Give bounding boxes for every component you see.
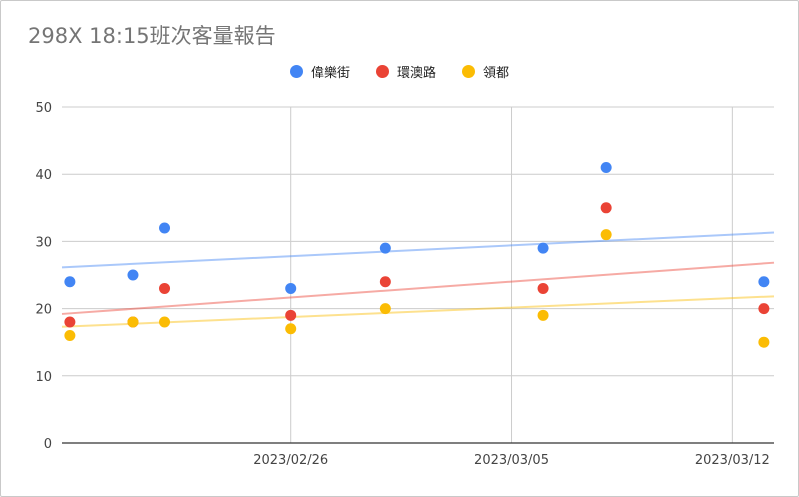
data-point bbox=[600, 229, 612, 241]
y-tick-label: 30 bbox=[35, 235, 52, 250]
legend-item-series-1[interactable]: 偉樂街 bbox=[289, 62, 350, 81]
data-point bbox=[600, 202, 612, 214]
legend-label: 偉樂街 bbox=[310, 66, 350, 81]
legend-label: 環澳路 bbox=[396, 66, 436, 81]
data-point bbox=[758, 336, 770, 348]
y-tick-label: 40 bbox=[35, 168, 52, 183]
y-gridlines bbox=[62, 106, 774, 377]
y-tick-label: 10 bbox=[35, 370, 52, 385]
data-point bbox=[64, 329, 76, 341]
data-point bbox=[379, 242, 391, 254]
trendlines bbox=[61, 231, 775, 328]
data-point bbox=[537, 242, 549, 254]
data-point bbox=[127, 269, 139, 281]
y-tick-labels: 0 10 20 30 40 50 bbox=[35, 101, 52, 452]
data-point bbox=[159, 222, 171, 234]
x-tick-labels: 2023/02/26 2023/03/05 2023/03/12 bbox=[253, 453, 770, 468]
data-point bbox=[379, 303, 391, 315]
legend-swatch bbox=[462, 65, 475, 78]
y-tick-label: 0 bbox=[44, 437, 52, 452]
chart-legend[interactable]: 偉樂街 環澳路 領都 bbox=[0, 62, 799, 81]
y-tick-label: 20 bbox=[35, 303, 52, 318]
trendline bbox=[61, 295, 775, 328]
trendline bbox=[61, 231, 775, 269]
legend-swatch bbox=[289, 65, 303, 78]
legend-item-series-3[interactable]: 領都 bbox=[462, 62, 509, 81]
data-point bbox=[537, 309, 549, 321]
legend-label: 領都 bbox=[483, 66, 510, 81]
data-point bbox=[127, 316, 139, 328]
x-gridlines bbox=[290, 107, 733, 443]
legend-item-series-2[interactable]: 環澳路 bbox=[375, 62, 436, 81]
data-point bbox=[600, 161, 612, 173]
chart-title: 298X 18:15班次客量報告 bbox=[28, 24, 276, 48]
data-point bbox=[64, 276, 76, 288]
data-point bbox=[285, 282, 297, 294]
trendline bbox=[61, 261, 775, 315]
data-point bbox=[64, 316, 76, 328]
legend-swatch bbox=[375, 65, 389, 78]
data-point bbox=[379, 276, 391, 288]
data-point bbox=[285, 323, 297, 335]
x-tick-label: 2023/03/05 bbox=[474, 453, 549, 468]
data-point bbox=[758, 276, 770, 288]
data-point bbox=[159, 282, 171, 294]
data-point bbox=[159, 316, 171, 328]
data-point bbox=[758, 303, 770, 315]
x-tick-label: 2023/03/12 bbox=[695, 453, 770, 468]
data-point bbox=[285, 309, 297, 321]
data-points bbox=[64, 161, 770, 348]
x-tick-label: 2023/02/26 bbox=[253, 453, 328, 468]
y-tick-label: 50 bbox=[35, 101, 52, 116]
data-point bbox=[537, 282, 549, 294]
